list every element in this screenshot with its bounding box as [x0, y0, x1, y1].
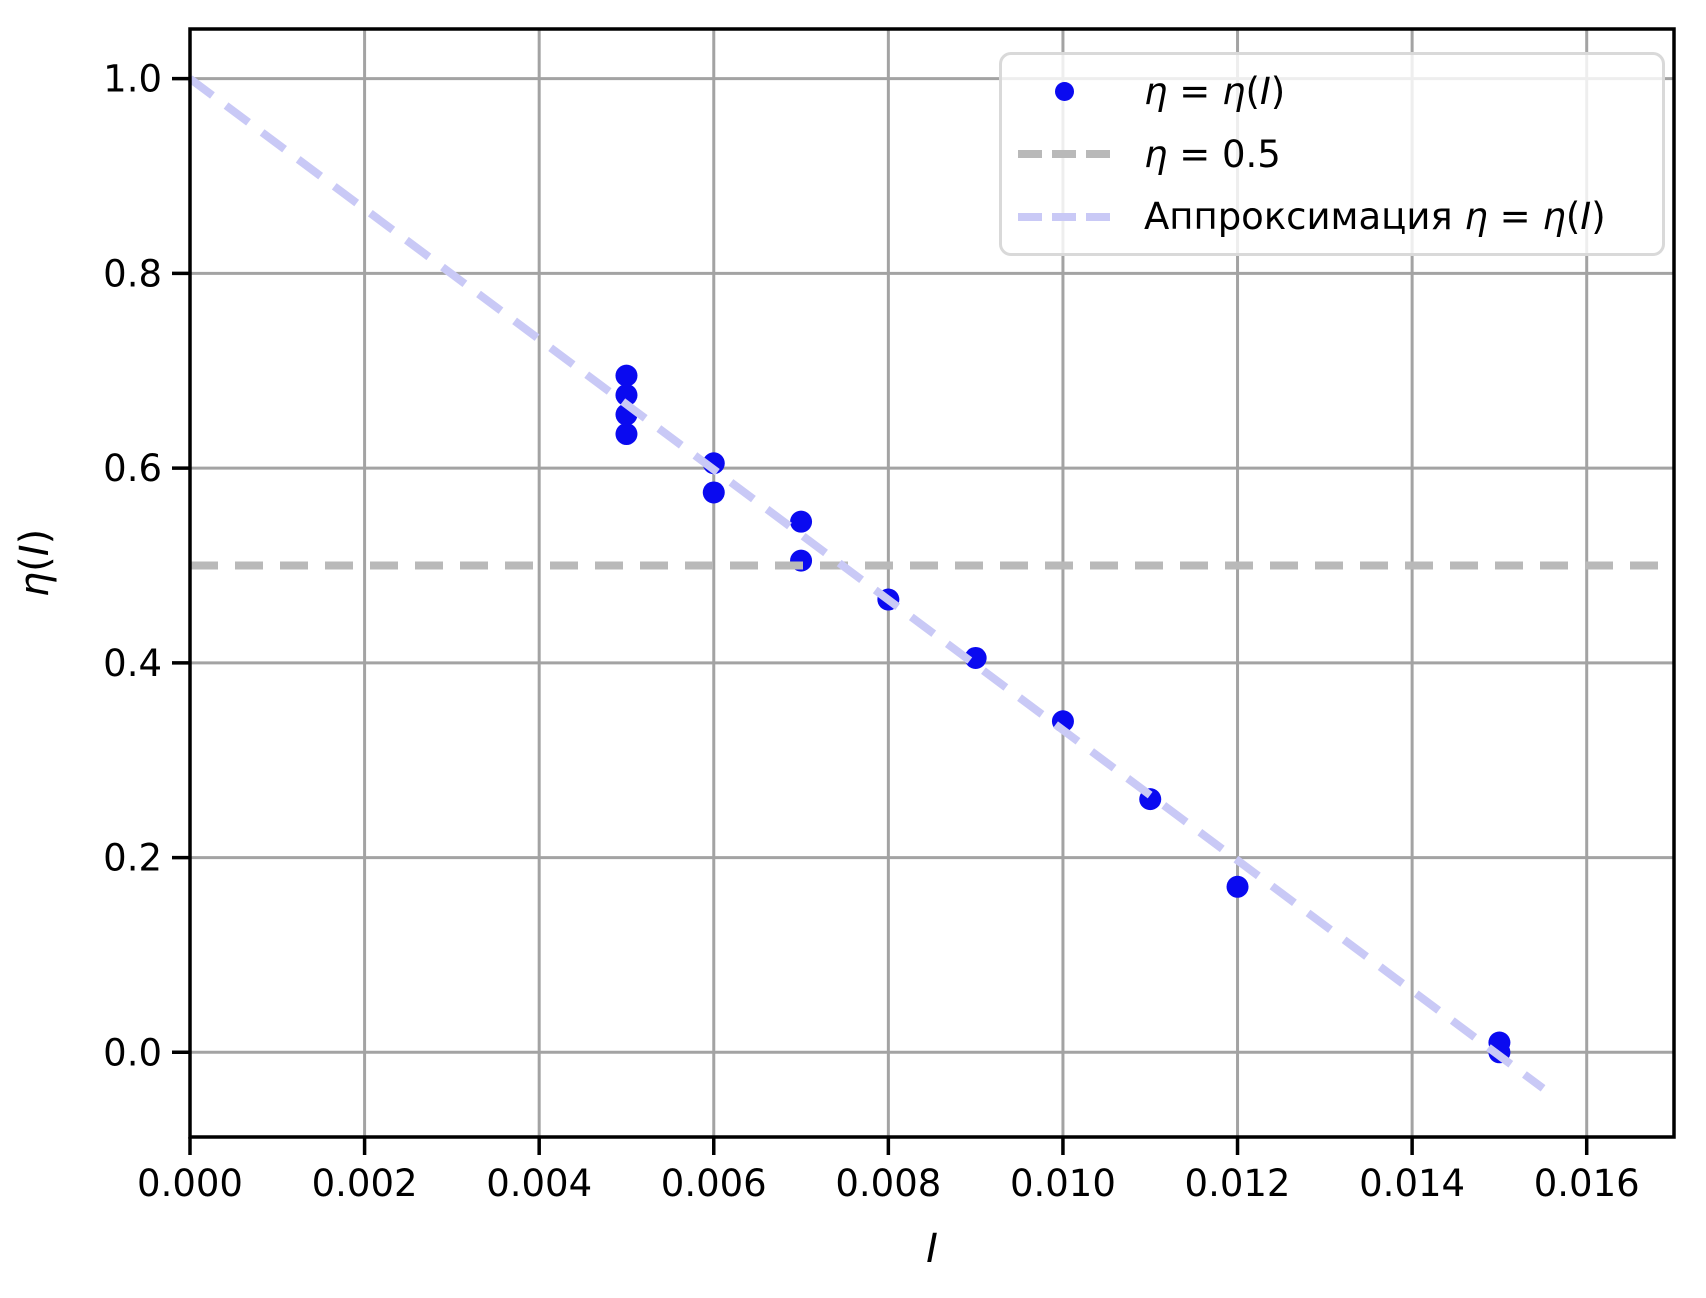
y-tick-label: 0.0	[103, 1031, 162, 1074]
data-point	[615, 384, 638, 407]
data-point	[615, 364, 638, 387]
legend-label: η = η(I)	[1144, 70, 1286, 113]
y-tick-label: 1.0	[103, 58, 162, 101]
legend-label: η = 0.5	[1144, 132, 1281, 176]
x-tick-label: 0.000	[137, 1162, 243, 1205]
axis-label-part: (	[12, 556, 58, 572]
x-tick-label: 0.016	[1534, 1162, 1640, 1205]
ticks-layer	[172, 76, 1589, 1155]
x-axis-label: I	[926, 1226, 938, 1272]
data-point	[964, 646, 987, 669]
scatter-marker-icon	[1018, 82, 1110, 101]
x-tick-label: 0.014	[1359, 1162, 1465, 1205]
x-tick-label: 0.008	[835, 1162, 941, 1205]
dashes-glyph	[1018, 150, 1110, 158]
y-tick-label: 0.6	[103, 447, 162, 490]
y-tick-label: 0.4	[103, 642, 162, 685]
y-tick-label: 0.8	[103, 252, 162, 295]
data-point	[615, 423, 638, 446]
legend-entry: η = η(I)	[1018, 62, 1652, 122]
data-point	[790, 510, 813, 533]
x-tick-label: 0.002	[312, 1162, 418, 1205]
x-tick-label: 0.010	[1010, 1162, 1116, 1205]
axis-label-part: I	[926, 1226, 938, 1272]
legend-entry: Аппроксимация η = η(I)	[1018, 187, 1652, 247]
dashed-line-icon	[1018, 150, 1110, 158]
y-axis-label: η(I)	[12, 529, 58, 597]
legend-entry: η = 0.5	[1018, 124, 1652, 184]
x-tick-label: 0.004	[486, 1162, 592, 1205]
axis-label-part: )	[12, 529, 58, 545]
legend-label: Аппроксимация η = η(I)	[1144, 195, 1606, 238]
axes-frame	[188, 27, 1676, 1139]
fit-line	[187, 75, 1546, 1092]
axis-label-part: η	[12, 572, 58, 597]
dashed-line-icon	[1018, 212, 1110, 221]
x-tick-label: 0.006	[661, 1162, 767, 1205]
data-point	[702, 481, 725, 504]
legend: η = η(I) η = 0.5 Аппроксимация η = η(I)	[999, 52, 1665, 256]
x-tick-label: 0.012	[1185, 1162, 1291, 1205]
data-point	[1226, 875, 1249, 898]
dashes-glyph	[1018, 212, 1110, 221]
axis-label-part: I	[12, 544, 58, 556]
dot-glyph	[1054, 82, 1074, 101]
y-tick-label: 0.2	[103, 837, 162, 880]
tick-labels-layer: 0.000 0.002 0.004 0.006 0.008 0.010 0.012 0.014…	[103, 58, 1640, 1205]
